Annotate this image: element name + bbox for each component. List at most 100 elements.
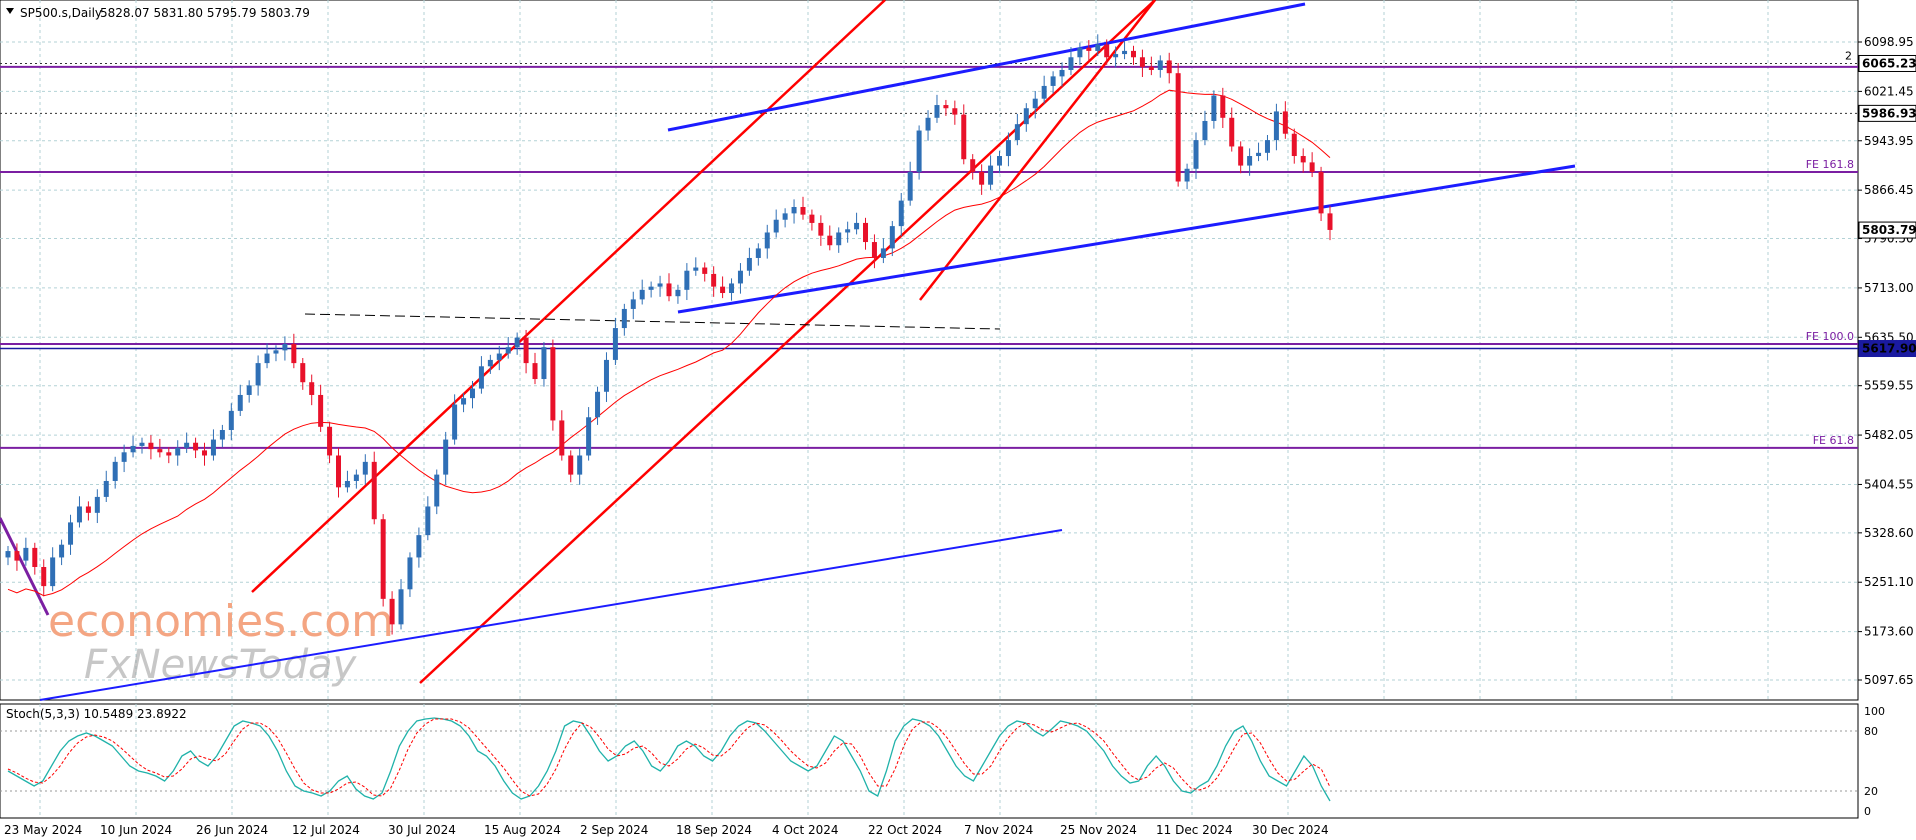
candle-body [202,450,208,456]
candle-body [5,551,11,558]
candle-body [711,273,717,287]
x-tick-label: 4 Oct 2024 [772,823,839,837]
candle-body [746,257,752,271]
candle-body [559,420,565,456]
y-tick-label: 5943.95 [1864,134,1914,148]
candle-body [568,455,574,475]
candle-body [845,229,851,233]
y-tick-label: 5559.55 [1864,379,1914,393]
candle-body [612,328,618,360]
stochastic-panel-frame [0,703,1859,819]
candle-body [1014,124,1020,141]
candle-body [782,213,788,220]
x-tick-label: 18 Sep 2024 [676,823,752,837]
y-tick-label: 5482.05 [1864,428,1914,442]
x-tick-label: 10 Jun 2024 [100,823,172,837]
x-tick-label: 12 Jul 2024 [292,823,360,837]
candle-body [737,270,743,284]
candle-body [496,353,502,360]
candle-body [1032,98,1038,109]
candle-body [925,117,931,131]
y-tick-label: 6098.95 [1864,35,1914,49]
candle-body [916,130,922,172]
stoch-signal-line [7,718,1331,797]
candle-body [1050,76,1056,86]
price-level-box [1858,340,1916,358]
stochastic-oscillator: 100 80 20 0 [0,705,1885,818]
candle-body [1273,111,1279,141]
candle-body [309,382,315,395]
stoch-tick-label: 20 [1864,785,1878,798]
red-channel-line [251,0,886,593]
candle-body [1095,44,1101,51]
candle-body [1104,44,1110,58]
candle-body [764,232,770,249]
candle-body [666,283,672,297]
candle-body [889,226,895,249]
menu-triangle-icon[interactable] [6,8,14,14]
candle-body [898,200,904,227]
candle-body [1229,117,1235,147]
candle-body [1282,111,1288,134]
candle-body [827,235,833,246]
candle-body [452,404,458,440]
y-tick-label: 5328.60 [1864,526,1914,540]
candle-body [934,105,940,118]
blue-trend-line [677,164,1576,314]
y-tick-label: 5713.00 [1864,281,1914,295]
candle-body [487,359,493,367]
candle-body [68,522,74,545]
dashed-black-line [304,313,1001,330]
candle-body [755,248,761,258]
red-channel-line [419,0,1156,684]
candle-body [630,299,636,309]
candle-body [1238,146,1244,166]
candle-body [166,452,172,456]
candle-body [23,547,29,561]
candle-body [264,353,270,364]
candle-body [291,343,297,364]
x-tick-label: 11 Dec 2024 [1156,823,1233,837]
candle-body [523,337,529,364]
candle-body [952,108,958,115]
x-tick-label: 7 Nov 2024 [964,823,1033,837]
candle-body [657,283,663,287]
x-tick-label: 30 Jul 2024 [388,823,456,837]
x-tick-label: 25 Nov 2024 [1060,823,1137,837]
candle-body [237,394,243,411]
moving-average-line [7,89,1331,597]
candle-body [532,363,538,380]
top-marker: 2 [1845,49,1852,62]
candle-body [603,359,609,392]
candle-body [693,267,699,271]
y-tick-label: 5097.65 [1864,673,1914,687]
candle-body [970,159,976,172]
candle-body [1256,152,1262,157]
candle-body [1005,140,1011,157]
stoch-tick-label: 100 [1864,705,1885,718]
price-level-value: 5986.93 [1862,106,1916,120]
candle-body [121,452,127,462]
candle-body [907,171,913,201]
candle-body [1264,140,1270,153]
candle-body [148,442,154,450]
candle-body [648,286,654,290]
candle-body [425,506,431,536]
trendlines [0,0,1576,701]
price-level-box [1858,221,1916,239]
candle-body [318,394,324,427]
symbol-label: SP500.s,Daily [20,6,102,20]
candle-body [1193,140,1199,169]
candle-body [443,439,449,475]
candle-body [1086,47,1092,51]
candle-body [1059,70,1065,77]
candle-body [863,222,869,243]
candle-body [854,222,860,230]
candle-body [1318,171,1324,214]
candle-body [85,506,91,513]
candle-body [184,442,190,448]
candle-body [300,363,306,383]
candle-body [398,589,404,625]
candle-body [639,289,645,300]
